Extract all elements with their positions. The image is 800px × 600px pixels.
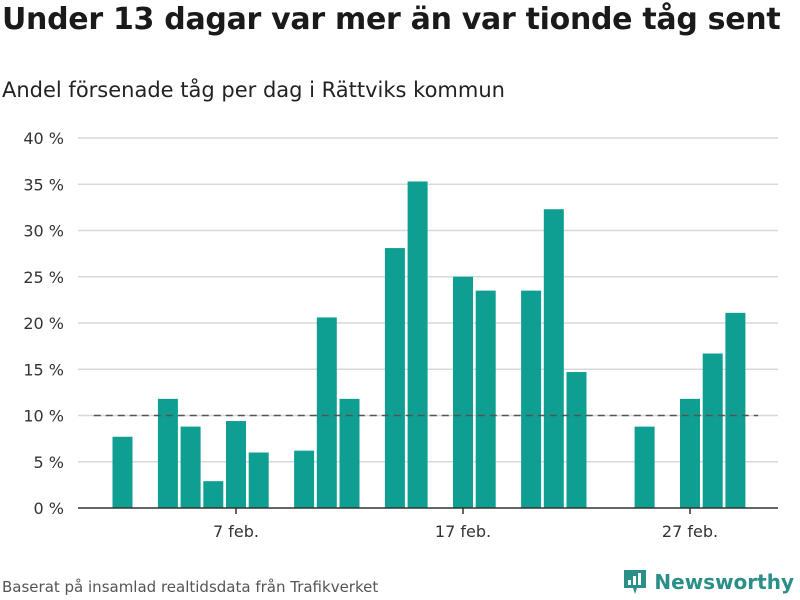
x-tick-label: 7 feb. (213, 522, 259, 541)
y-tick-label: 0 % (34, 499, 64, 518)
bar (702, 353, 723, 508)
bar (543, 209, 564, 508)
newsworthy-logo-icon (624, 570, 647, 594)
chart-subtitle: Andel försenade tåg per dag i Rättviks k… (2, 78, 505, 102)
y-tick-label: 35 % (23, 175, 64, 194)
bar (680, 398, 700, 508)
bar (521, 290, 542, 508)
chart-title: Under 13 dagar var mer än var tionde tåg… (2, 2, 781, 37)
y-tick-label: 15 % (23, 360, 64, 379)
bar (294, 450, 315, 508)
bar (226, 421, 246, 508)
bar (203, 481, 224, 508)
bar (180, 426, 201, 508)
bar (316, 317, 337, 508)
bar (157, 398, 178, 508)
bar (475, 290, 496, 508)
x-tick-label: 17 feb. (435, 522, 491, 541)
y-tick-label: 20 % (23, 314, 64, 333)
brand-logo: Newsworthy (622, 568, 794, 596)
bar (339, 398, 360, 508)
bar (453, 276, 473, 508)
y-tick-label: 30 % (23, 222, 64, 241)
y-tick-label: 40 % (23, 129, 64, 148)
brand-name: Newsworthy (654, 570, 794, 594)
source-note: Baserat på insamlad realtidsdata från Tr… (2, 578, 379, 596)
bar (384, 248, 405, 508)
y-tick-label: 10 % (23, 407, 64, 426)
bar (725, 312, 746, 508)
bar (112, 436, 133, 508)
bar (634, 426, 655, 508)
y-tick-label: 25 % (23, 268, 64, 287)
bar (407, 181, 428, 508)
y-tick-label: 5 % (34, 453, 64, 472)
bar (248, 452, 269, 508)
x-tick-label: 27 feb. (662, 522, 718, 541)
bar (566, 372, 587, 508)
